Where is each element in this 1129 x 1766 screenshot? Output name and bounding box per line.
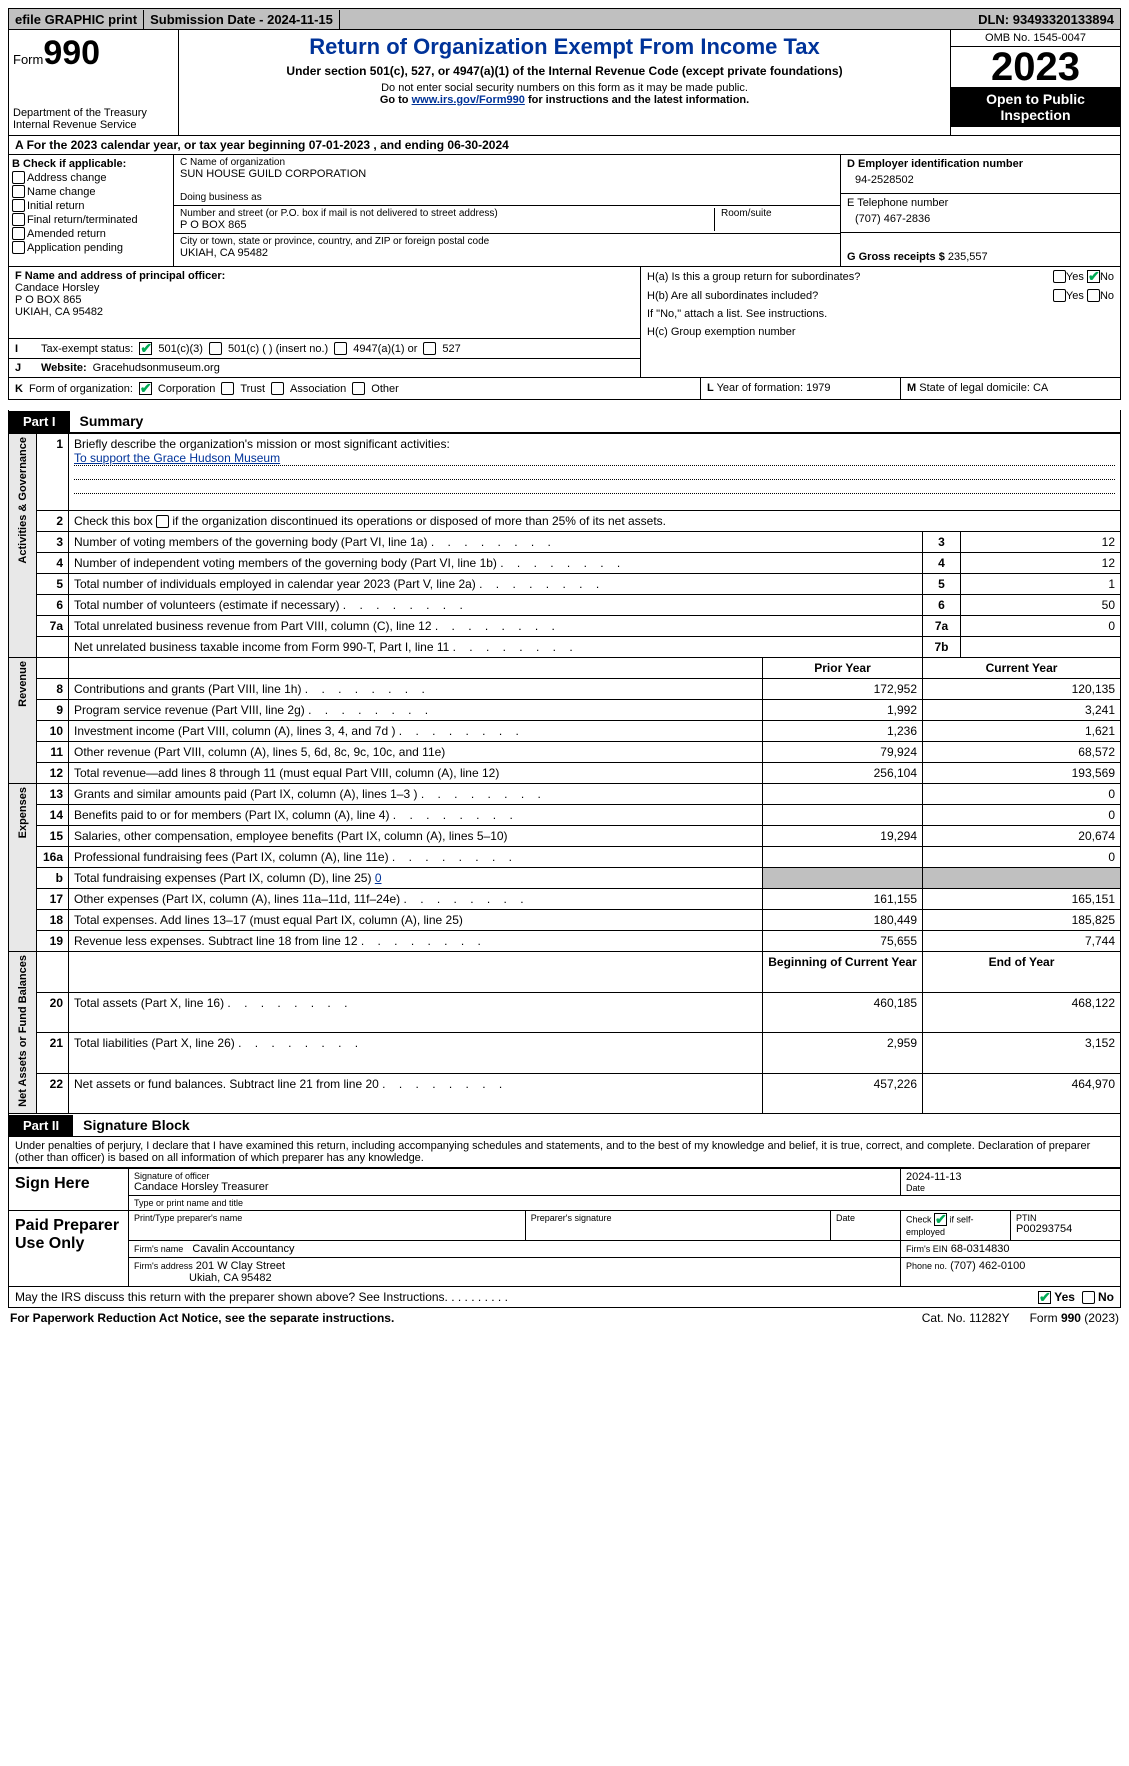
sign-here-label: Sign Here bbox=[9, 1169, 129, 1211]
gross-receipts: 235,557 bbox=[948, 251, 988, 263]
self-employed-checkbox[interactable] bbox=[934, 1213, 947, 1226]
paid-preparer-label: Paid Preparer Use Only bbox=[9, 1211, 129, 1287]
mission-statement: To support the Grace Hudson Museum bbox=[74, 451, 280, 465]
year-box: OMB No. 1545-0047 2023 Open to Public In… bbox=[950, 30, 1120, 135]
box-d-e-g: D Employer identification number 94-2528… bbox=[840, 155, 1120, 266]
discuss-no-checkbox[interactable] bbox=[1082, 1291, 1095, 1304]
address-change-checkbox[interactable] bbox=[12, 171, 25, 184]
501c-checkbox[interactable] bbox=[209, 342, 222, 355]
dln: DLN: 93493320133894 bbox=[972, 10, 1120, 29]
part-1-header: Part I Summary bbox=[8, 410, 1121, 433]
ha-no-checkbox[interactable] bbox=[1087, 270, 1100, 283]
k-l-m-block: K Form of organization: Corporation Trus… bbox=[8, 378, 1121, 400]
other-checkbox[interactable] bbox=[352, 382, 365, 395]
ein: 94-2528502 bbox=[847, 170, 1114, 190]
initial-return-checkbox[interactable] bbox=[12, 199, 25, 212]
application-pending-checkbox[interactable] bbox=[12, 241, 25, 254]
amended-return-checkbox[interactable] bbox=[12, 227, 25, 240]
public-inspection: Open to Public Inspection bbox=[951, 87, 1120, 127]
dept-label: Department of the Treasury Internal Reve… bbox=[13, 107, 174, 131]
street-address: P O BOX 865 bbox=[180, 219, 714, 231]
box-b: B Check if applicable: Address change Na… bbox=[9, 155, 174, 266]
top-bar: efile GRAPHIC print Submission Date - 20… bbox=[8, 8, 1121, 30]
name-change-checkbox[interactable] bbox=[12, 185, 25, 198]
hb-no-checkbox[interactable] bbox=[1087, 289, 1100, 302]
firm-address-2: Ukiah, CA 95482 bbox=[189, 1272, 272, 1284]
tax-year: 2023 bbox=[951, 47, 1120, 87]
firm-address-1: 201 W Clay Street bbox=[196, 1260, 285, 1272]
officer-signature: Candace Horsley Treasurer bbox=[134, 1181, 895, 1193]
signature-intro: Under penalties of perjury, I declare th… bbox=[8, 1137, 1121, 1168]
footer: For Paperwork Reduction Act Notice, see … bbox=[8, 1308, 1121, 1328]
firm-name: Cavalin Accountancy bbox=[192, 1243, 294, 1255]
telephone: (707) 467-2836 bbox=[847, 209, 1114, 229]
firm-ein: 68-0314830 bbox=[951, 1243, 1010, 1255]
4947-checkbox[interactable] bbox=[334, 342, 347, 355]
trust-checkbox[interactable] bbox=[221, 382, 234, 395]
501c3-checkbox[interactable] bbox=[139, 342, 152, 355]
ptin: P00293754 bbox=[1016, 1223, 1115, 1235]
f-h-i-j-block: F Name and address of principal officer:… bbox=[8, 267, 1121, 378]
efile-label: efile GRAPHIC print bbox=[9, 10, 144, 29]
discuss-yes-checkbox[interactable] bbox=[1038, 1291, 1051, 1304]
org-name: SUN HOUSE GUILD CORPORATION bbox=[180, 168, 834, 180]
cat-no: Cat. No. 11282Y bbox=[902, 1311, 1030, 1325]
signature-table: Sign Here Signature of officer Candace H… bbox=[8, 1168, 1121, 1287]
website: Gracehudsonmuseum.org bbox=[93, 362, 220, 374]
part-2-header: Part II Signature Block bbox=[8, 1114, 1121, 1137]
identity-block: B Check if applicable: Address change Na… bbox=[8, 155, 1121, 267]
firm-phone: (707) 462-0100 bbox=[950, 1260, 1025, 1272]
summary-table: Activities & Governance 1 Briefly descri… bbox=[8, 433, 1121, 1114]
title-box: Return of Organization Exempt From Incom… bbox=[179, 30, 950, 135]
form-header: Form990 Department of the Treasury Inter… bbox=[8, 30, 1121, 136]
irs-discuss-row: May the IRS discuss this return with the… bbox=[8, 1287, 1121, 1308]
form-id-box: Form990 Department of the Treasury Inter… bbox=[9, 30, 179, 135]
final-return-checkbox[interactable] bbox=[12, 213, 25, 226]
box-h: H(a) Is this a group return for subordin… bbox=[640, 267, 1120, 377]
tax-year-period: A For the 2023 calendar year, or tax yea… bbox=[8, 136, 1121, 155]
form-title: Return of Organization Exempt From Incom… bbox=[187, 34, 942, 60]
submission-date: Submission Date - 2024-11-15 bbox=[144, 10, 340, 29]
domicile: State of legal domicile: CA bbox=[919, 382, 1048, 394]
form-subtitle: Under section 501(c), 527, or 4947(a)(1)… bbox=[187, 64, 942, 78]
officer-name: Candace Horsley bbox=[15, 282, 99, 294]
signature-date: 2024-11-13 bbox=[906, 1171, 1115, 1183]
527-checkbox[interactable] bbox=[423, 342, 436, 355]
hb-yes-checkbox[interactable] bbox=[1053, 289, 1066, 302]
city-state-zip: UKIAH, CA 95482 bbox=[180, 247, 834, 259]
year-formation: Year of formation: 1979 bbox=[717, 382, 831, 394]
association-checkbox[interactable] bbox=[271, 382, 284, 395]
box-c: C Name of organization SUN HOUSE GUILD C… bbox=[174, 155, 840, 266]
irs-link[interactable]: www.irs.gov/Form990 bbox=[412, 94, 525, 106]
discontinued-checkbox[interactable] bbox=[156, 515, 169, 528]
corporation-checkbox[interactable] bbox=[139, 382, 152, 395]
ha-yes-checkbox[interactable] bbox=[1053, 270, 1066, 283]
